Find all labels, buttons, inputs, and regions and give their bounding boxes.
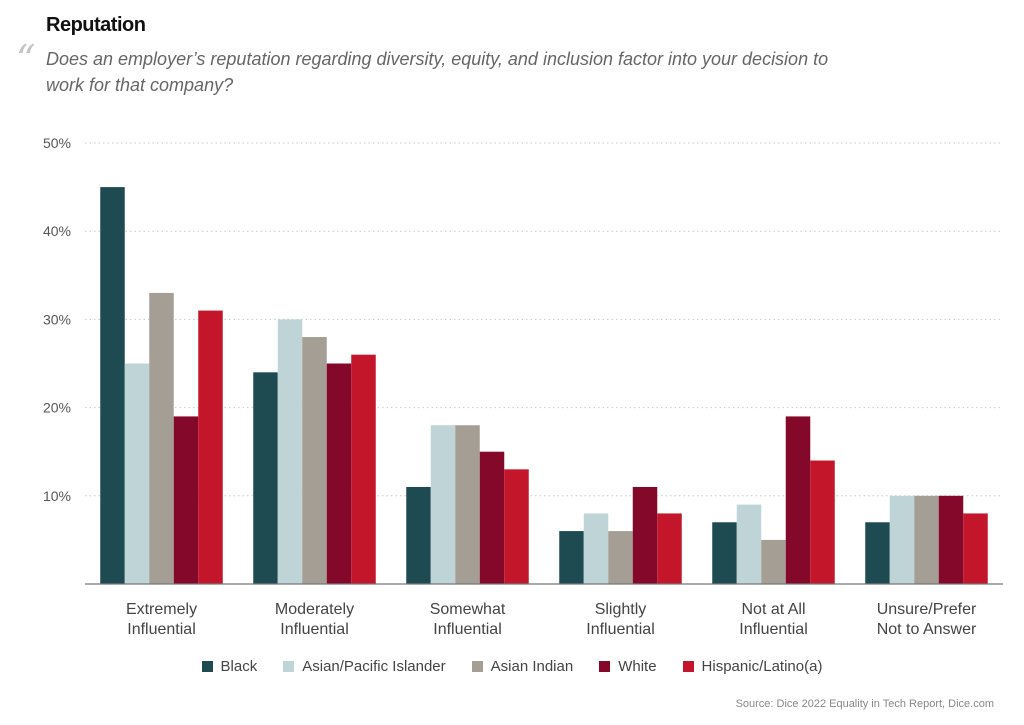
legend-item: Asian Indian [471, 658, 574, 675]
bar [351, 354, 376, 584]
x-tick-label: Unsure/Prefer [877, 601, 977, 618]
bar [504, 469, 529, 584]
legend-item: Asian/Pacific Islander [283, 658, 446, 675]
x-tick-label: Not at All [741, 601, 805, 618]
bar [914, 495, 939, 584]
x-tick-label: Moderately [275, 601, 354, 618]
legend-swatch [471, 661, 483, 672]
bar [657, 513, 682, 584]
y-tick-label: 20% [43, 400, 71, 416]
bar [712, 522, 737, 584]
bar [302, 337, 327, 584]
bar [124, 363, 150, 584]
legend-label: White [618, 658, 657, 675]
bar [810, 460, 835, 584]
y-tick-label: 10% [43, 488, 71, 504]
legend-swatch [201, 661, 213, 672]
x-tick-label: Extremely [126, 601, 197, 618]
legend-item: Black [201, 658, 258, 675]
bar [889, 495, 915, 584]
bar [583, 513, 609, 584]
source-note: Source: Dice 2022 Equality in Tech Repor… [735, 698, 994, 710]
legend-label: Hispanic/Latino(a) [701, 658, 823, 675]
x-tick-label: Somewhat [430, 601, 506, 618]
legend-swatch [682, 661, 694, 672]
x-tick-label: Influential [586, 621, 655, 638]
bar [277, 319, 303, 584]
legend-swatch [599, 661, 611, 672]
x-tick-label: Influential [127, 621, 196, 638]
bar [326, 363, 352, 584]
chart-title: Reputation [46, 14, 146, 36]
bar [149, 292, 174, 584]
legend-swatch [283, 661, 295, 672]
x-tick-label: Influential [280, 621, 349, 638]
x-tick-label: Slightly [595, 601, 647, 618]
bar [632, 486, 658, 584]
bar [406, 486, 431, 584]
bar [100, 187, 125, 584]
legend-label: Asian/Pacific Islander [302, 658, 446, 675]
quote-icon: “ [16, 37, 36, 81]
bar [761, 539, 786, 584]
legend-item: Hispanic/Latino(a) [682, 658, 823, 675]
bar [938, 495, 964, 584]
y-tick-label: 50% [43, 135, 71, 151]
bar [253, 372, 278, 584]
survey-question: Does an employer’s reputation regarding … [46, 49, 829, 95]
bar-chart: 10% 20% 30% 40% 50% Extremely Influential Moder… [43, 135, 1003, 638]
chart-legend: Black Asian/Pacific Islander Asian Indian W… [0, 658, 1024, 675]
bar [736, 504, 762, 584]
bar [785, 416, 811, 584]
y-tick-label: 30% [43, 311, 71, 327]
bar [198, 310, 223, 584]
y-tick-label: 40% [43, 223, 71, 239]
bar [559, 531, 584, 584]
bar [455, 425, 480, 584]
bar [963, 513, 988, 584]
bar [479, 451, 505, 584]
bar [430, 425, 456, 584]
x-tick-label: Influential [433, 621, 502, 638]
x-tick-label: Not to Answer [877, 621, 977, 638]
legend-label: Asian Indian [490, 658, 574, 675]
bar [173, 416, 199, 584]
bar [608, 531, 633, 584]
legend-item: White [599, 658, 657, 675]
legend-label: Black [220, 658, 258, 675]
bar [865, 522, 890, 584]
x-tick-label: Influential [739, 621, 808, 638]
